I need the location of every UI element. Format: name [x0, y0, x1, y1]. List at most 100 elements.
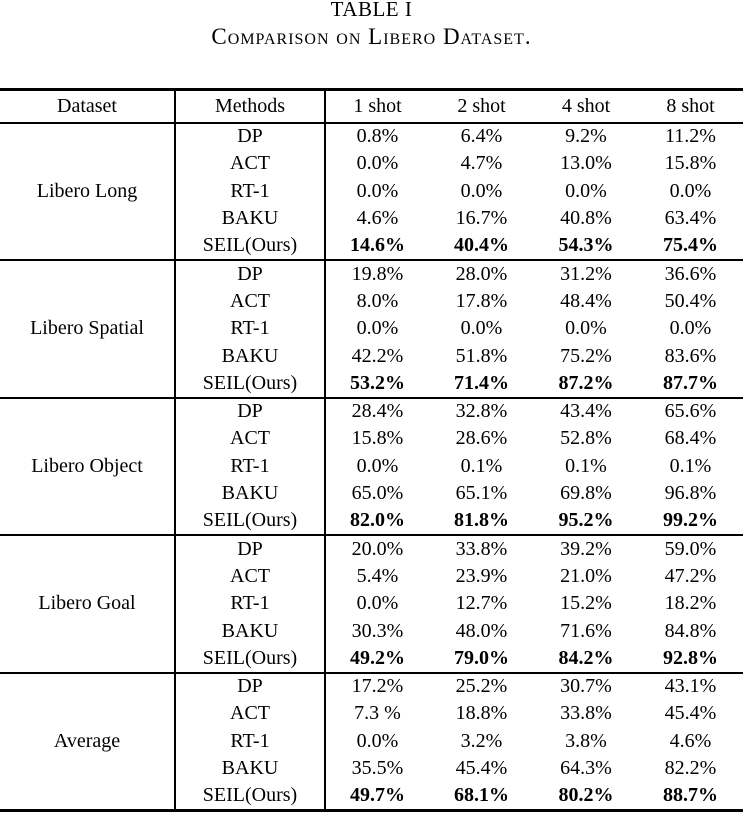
table-row: ACT 5.4% 23.9% 21.0% 47.2%: [0, 562, 743, 590]
method-cell: SEIL(Ours): [175, 507, 326, 535]
header-row: Dataset Methods 1 shot 2 shot 4 shot 8 s…: [0, 89, 743, 124]
value-cell: 0.0%: [669, 179, 712, 202]
value-cell: 71.4%: [454, 371, 509, 394]
value-cell: 0.0%: [356, 317, 399, 340]
method-cell: DP: [175, 671, 326, 700]
value-cell: 15.8%: [664, 152, 717, 175]
dataset-cell: Libero Spatial: [0, 259, 176, 398]
value-cell: 63.4%: [664, 207, 717, 230]
value-cell: 0.0%: [460, 317, 503, 340]
table-row: ACT 7.3 % 18.8% 33.8% 45.4%: [0, 700, 743, 728]
table-row: SEIL(Ours) 49.2% 79.0% 84.2% 92.8%: [0, 645, 743, 673]
value-cell: 87.2%: [558, 371, 614, 394]
value-cell: 36.6%: [638, 259, 743, 288]
results-table: Dataset Methods 1 shot 2 shot 4 shot 8 s…: [0, 88, 743, 812]
method-cell: RT-1: [175, 727, 326, 755]
value-cell: 25.2%: [429, 671, 534, 700]
method-cell: RT-1: [175, 590, 326, 618]
value-cell: 18.8%: [455, 702, 508, 725]
value-cell: 53.2%: [350, 371, 405, 394]
column-header-4shot: 4 shot: [534, 89, 638, 124]
method-cell: BAKU: [175, 342, 326, 370]
value-cell: 33.8%: [560, 702, 612, 725]
value-cell: 0.0%: [356, 592, 399, 615]
value-cell: 88.7%: [663, 784, 718, 806]
value-cell: 0.0%: [460, 179, 503, 202]
method-cell: ACT: [175, 150, 326, 178]
value-cell: 33.8%: [429, 534, 534, 563]
table-row: SEIL(Ours) 49.7% 68.1% 80.2% 88.7%: [0, 782, 743, 810]
value-cell: 28.0%: [429, 259, 534, 288]
table-row: Libero Spatial DP 19.8% 28.0% 31.2% 36.6%: [0, 259, 743, 398]
value-cell: 45.4%: [455, 757, 508, 780]
table-row: Libero Long DP 0.8% 6.4% 9.2% 11.2%: [0, 121, 743, 260]
method-cell: DP: [175, 396, 326, 425]
value-cell: 15.2%: [560, 592, 612, 615]
value-cell: 64.3%: [560, 757, 612, 780]
column-header-8shot: 8 shot: [638, 89, 743, 124]
table-row: SEIL(Ours) 53.2% 71.4% 87.2% 87.7%: [0, 370, 743, 398]
table-row: SEIL(Ours) 82.0% 81.8% 95.2% 99.2%: [0, 507, 743, 535]
value-cell: 87.7%: [663, 371, 718, 394]
value-cell: 20.0%: [325, 534, 429, 563]
value-cell: 0.8%: [325, 121, 429, 150]
value-cell: 0.0%: [565, 179, 607, 202]
value-cell: 8.0%: [356, 289, 399, 312]
value-cell: 18.2%: [664, 592, 717, 615]
table-row: RT-1 0.0% 0.0% 0.0% 0.0%: [0, 177, 743, 205]
value-cell: 99.2%: [663, 509, 718, 532]
value-cell: 48.0%: [455, 619, 508, 642]
method-cell: RT-1: [175, 452, 326, 480]
table-body: Libero Long DP 0.8% 6.4% 9.2% 11.2% ACT 0.0% 4.7…: [0, 121, 743, 810]
value-cell: 9.2%: [534, 121, 638, 150]
method-cell: DP: [175, 121, 326, 150]
value-cell: 3.8%: [565, 729, 607, 752]
value-cell: 7.3 %: [354, 702, 401, 725]
method-cell: SEIL(Ours): [175, 232, 326, 260]
value-cell: 43.1%: [638, 671, 743, 700]
value-cell: 0.1%: [565, 454, 607, 477]
value-cell: 50.4%: [664, 289, 717, 312]
value-cell: 31.2%: [534, 259, 638, 288]
value-cell: 59.0%: [638, 534, 743, 563]
dataset-cell: Libero Object: [0, 396, 176, 535]
value-cell: 0.1%: [669, 454, 712, 477]
value-cell: 68.4%: [664, 427, 717, 450]
value-cell: 79.0%: [454, 646, 509, 669]
column-header-1shot: 1 shot: [325, 89, 429, 124]
value-cell: 4.6%: [669, 729, 712, 752]
value-cell: 95.2%: [558, 509, 614, 532]
value-cell: 4.7%: [460, 152, 503, 175]
table-row: ACT 15.8% 28.6% 52.8% 68.4%: [0, 425, 743, 453]
dataset-cell: Libero Goal: [0, 534, 176, 673]
value-cell: 84.2%: [558, 646, 614, 669]
value-cell: 28.4%: [325, 396, 429, 425]
value-cell: 30.3%: [351, 619, 404, 642]
table-row: SEIL(Ours) 14.6% 40.4% 54.3% 75.4%: [0, 232, 743, 260]
value-cell: 69.8%: [560, 482, 612, 505]
value-cell: 12.7%: [455, 592, 508, 615]
value-cell: 0.0%: [565, 317, 607, 340]
value-cell: 68.1%: [454, 784, 509, 806]
value-cell: 47.2%: [664, 564, 717, 587]
value-cell: 17.8%: [455, 289, 508, 312]
value-cell: 82.2%: [664, 757, 717, 780]
value-cell: 19.8%: [325, 259, 429, 288]
value-cell: 96.8%: [664, 482, 717, 505]
table-caption: Comparison on Libero Dataset.: [211, 24, 532, 49]
value-cell: 71.6%: [560, 619, 612, 642]
value-cell: 43.4%: [534, 396, 638, 425]
table-number-title: TABLE I: [330, 0, 413, 21]
method-cell: BAKU: [175, 617, 326, 645]
value-cell: 40.8%: [560, 207, 612, 230]
table-row: BAKU 4.6% 16.7% 40.8% 63.4%: [0, 205, 743, 233]
method-cell: BAKU: [175, 205, 326, 233]
value-cell: 83.6%: [664, 344, 717, 367]
method-cell: ACT: [175, 287, 326, 315]
method-cell: ACT: [175, 562, 326, 590]
value-cell: 14.6%: [350, 234, 405, 257]
value-cell: 0.1%: [460, 454, 503, 477]
table-row: ACT 8.0% 17.8% 48.4% 50.4%: [0, 287, 743, 315]
table-row: RT-1 0.0% 3.2% 3.8% 4.6%: [0, 727, 743, 755]
value-cell: 3.2%: [460, 729, 503, 752]
